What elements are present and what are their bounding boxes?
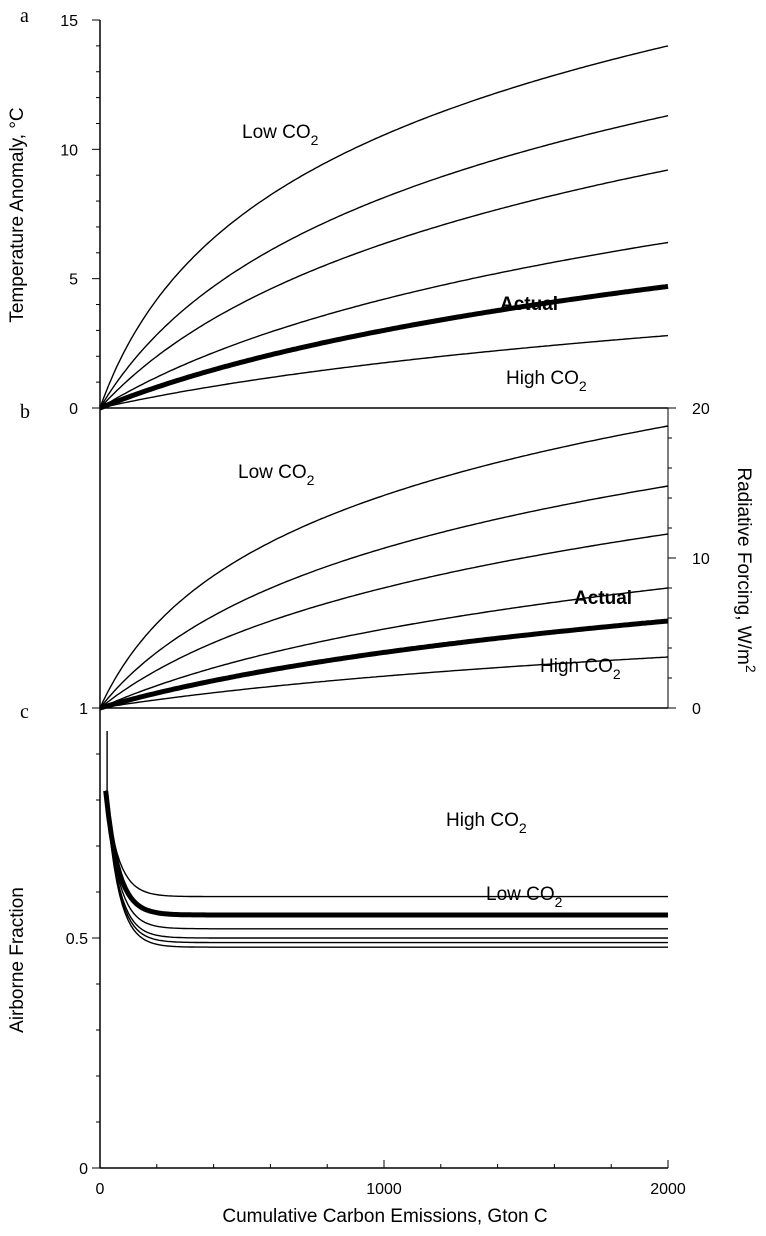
axes-group (92, 19, 676, 1169)
ylabel-radiative-forcing-sup: 2 (743, 665, 759, 673)
xtick-label-0: 0 (96, 1181, 105, 1198)
annot-high-co2-a: High CO2 (506, 368, 587, 394)
xlabel: Cumulative Carbon Emissions, Gton C (222, 1206, 547, 1227)
annot-low-co2-a-text: Low CO (242, 122, 311, 143)
annot-low-co2-b-subscript: 2 (307, 472, 315, 488)
curve-c-0 (105, 790, 668, 898)
curve-c-2 (105, 790, 668, 930)
annot-high-co2-c-subscript: 2 (519, 820, 527, 836)
ytick-label-c-2: 1 (79, 701, 88, 718)
annot-low-co2-c: Low CO2 (486, 884, 563, 910)
annot-low-co2-a-subscript: 2 (311, 132, 319, 148)
curve-b-4 (99, 618, 669, 711)
curve-c-4 (105, 790, 668, 944)
panel-letter-c: c (20, 701, 29, 723)
curve-a-2 (99, 169, 669, 409)
annot-actual-b: Actual (574, 588, 632, 609)
annot-high-co2-b-text: High CO (540, 656, 613, 677)
ytick-label-b-right-2: 20 (692, 401, 710, 418)
annot-actual-a: Actual (500, 294, 558, 315)
ylabel-airborne-fraction: Airborne Fraction (7, 887, 28, 1033)
panel-letter-a: a (20, 5, 29, 27)
curve-b-0 (99, 425, 669, 709)
annot-high-co2-c: High CO2 (446, 810, 527, 836)
annot-low-co2-b: Low CO2 (238, 462, 315, 488)
curve-c-3 (105, 790, 668, 939)
ytick-label-b-right-0: 0 (692, 701, 701, 718)
annot-high-co2-a-text: High CO (506, 368, 579, 389)
curve-a-3 (99, 241, 669, 409)
xtick-label-1: 1000 (366, 1181, 402, 1198)
ytick-label-a-3: 15 (60, 13, 78, 30)
ylabel-radiative-forcing: Radiative Forcing, W/m2 (733, 467, 759, 672)
annot-low-co2-a: Low CO2 (242, 122, 319, 148)
curve-b-3 (99, 587, 669, 709)
curve-a-5 (99, 334, 669, 409)
annot-high-co2-a-subscript: 2 (579, 378, 587, 394)
annot-actual-b-text: Actual (574, 588, 632, 609)
ylabel-radiative-forcing-text: Radiative Forcing, W/m (733, 467, 754, 664)
annot-high-co2-b-subscript: 2 (613, 666, 621, 682)
annot-low-co2-c-text: Low CO (486, 884, 555, 905)
curves-group (99, 45, 669, 948)
curve-a-4 (99, 283, 669, 411)
curve-c-1 (103, 790, 668, 918)
ytick-label-b-right-1: 10 (692, 551, 710, 568)
ytick-label-a-0: 0 (69, 401, 78, 418)
curve-b-1 (99, 485, 669, 709)
ytick-label-a-2: 10 (60, 142, 78, 159)
curve-a-1 (99, 115, 669, 409)
annot-actual-a-text: Actual (500, 294, 558, 315)
ylabel-temperature: Temperature Anomaly, °C (7, 107, 28, 322)
annot-high-co2-c-text: High CO (446, 810, 519, 831)
panel-letter-b: b (20, 401, 30, 423)
ytick-label-c-1: 0.5 (66, 931, 88, 948)
ytick-label-c-0: 0 (79, 1161, 88, 1178)
annot-high-co2-b: High CO2 (540, 656, 621, 682)
annot-low-co2-b-text: Low CO (238, 462, 307, 483)
curve-c-5 (105, 790, 668, 948)
curve-a-0 (99, 45, 669, 409)
ytick-label-a-1: 5 (69, 272, 78, 289)
curve-b-2 (99, 533, 669, 709)
curve-b-5 (99, 656, 669, 709)
annot-low-co2-c-subscript: 2 (555, 894, 563, 910)
xtick-label-2: 2000 (650, 1181, 686, 1198)
